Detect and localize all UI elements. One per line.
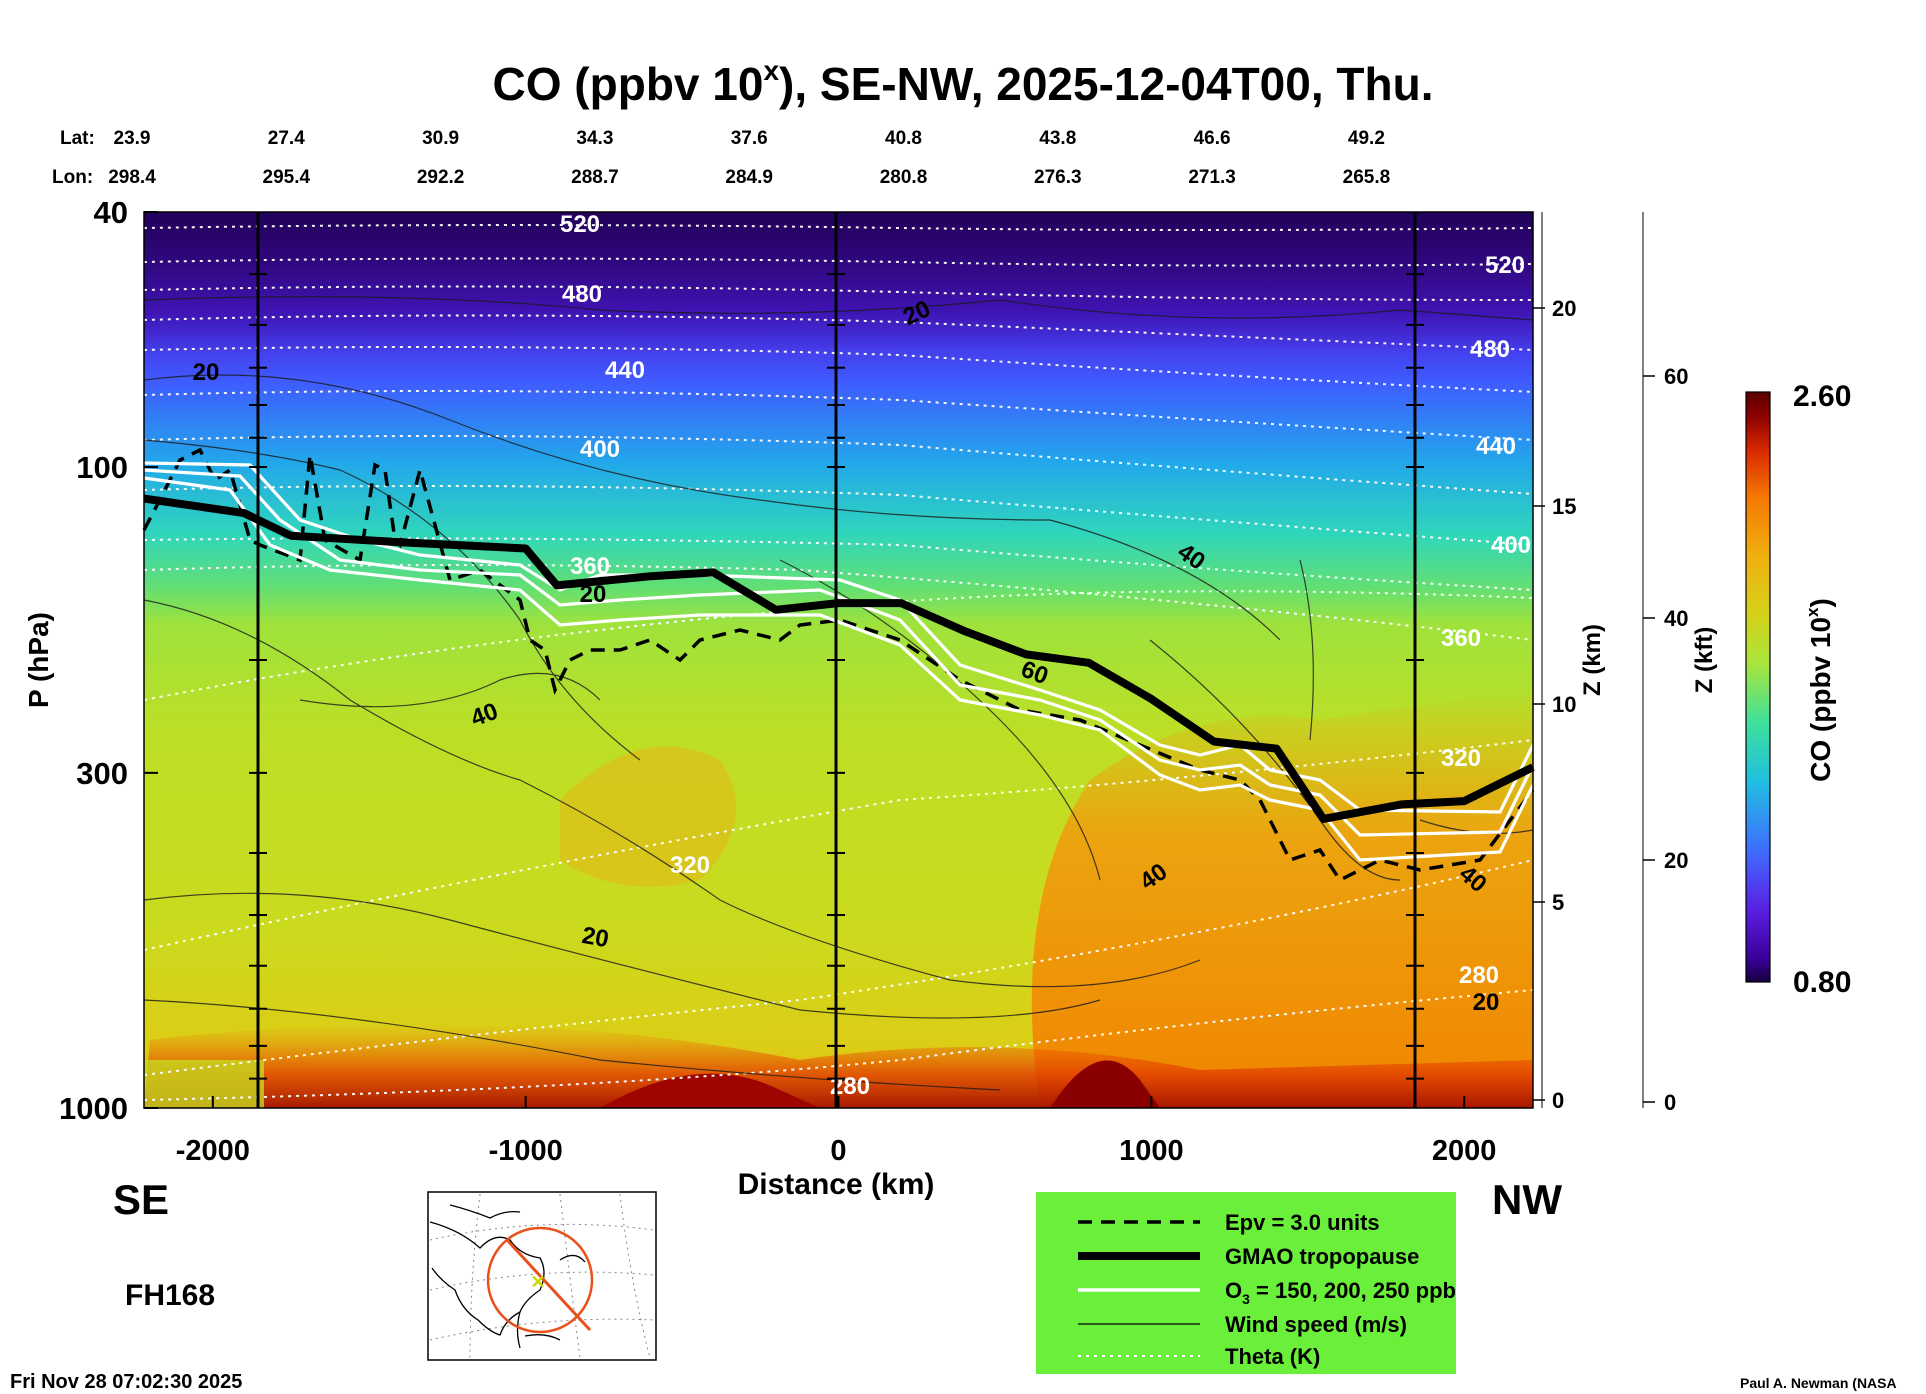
theta-contour-label: 520 — [1485, 252, 1525, 279]
y-tick-label: 100 — [76, 450, 128, 485]
z-kft-tick-label: 20 — [1664, 848, 1688, 873]
lat-value: 27.4 — [268, 128, 305, 149]
z-kft-tick-label: 40 — [1664, 606, 1688, 631]
lon-value: 288.7 — [571, 167, 619, 188]
lon-value: 265.8 — [1343, 167, 1391, 188]
inset-map: ✕ — [427, 1191, 657, 1361]
se-direction-label: SE — [113, 1176, 169, 1223]
forecast-hour-label: FH168 — [125, 1279, 215, 1312]
profile-lines — [249, 212, 1424, 1108]
nw-direction-label: NW — [1492, 1176, 1562, 1223]
z-km-tick-label: 20 — [1552, 296, 1576, 321]
y-axis-label: P (hPa) — [23, 612, 54, 708]
x-tick-label: 2000 — [1432, 1135, 1497, 1167]
lon-value: 271.3 — [1188, 167, 1236, 188]
theta-contour-label: 280 — [1459, 962, 1499, 989]
lon-value: 280.8 — [880, 167, 928, 188]
theta-contour-label: 440 — [1476, 433, 1516, 460]
lat-value: 34.3 — [576, 128, 613, 149]
map-transect-line — [505, 1238, 592, 1332]
y-tick-label: 1000 — [59, 1091, 128, 1126]
theta-contour-label: 320 — [1441, 745, 1481, 772]
lat-value: 43.8 — [1039, 128, 1076, 149]
y-axis: 40 100 300 1000 — [59, 195, 158, 1126]
lat-value: 40.8 — [885, 128, 922, 149]
z-kft-tick-label: 60 — [1664, 364, 1688, 389]
x-axis-label: Distance (km) — [738, 1168, 935, 1201]
lat-value: 49.2 — [1348, 128, 1385, 149]
lat-row-label: Lat: — [60, 128, 95, 149]
colorbar — [1745, 391, 1771, 983]
z-km-tick-label: 5 — [1552, 890, 1564, 915]
colorbar-min-label: 0.80 — [1793, 966, 1851, 999]
y-tick-label: 40 — [94, 195, 128, 230]
colorbar-max-label: 2.60 — [1793, 380, 1851, 413]
y-tick-label: 300 — [76, 756, 128, 791]
chart-title: CO (ppbv 10x), SE-NW, 2025-12-04T00, Thu… — [493, 55, 1434, 110]
lon-value: 292.2 — [417, 167, 465, 188]
lon-value: 276.3 — [1034, 167, 1082, 188]
x-tick-label: 1000 — [1119, 1135, 1184, 1167]
legend-ozone-label: O3 = 150, 200, 250 ppb — [1225, 1278, 1456, 1307]
z-kft-axis: 0 20 40 60 — [1642, 212, 1688, 1115]
theta-contour-label: 480 — [1470, 336, 1510, 363]
theta-contours — [144, 224, 1533, 1101]
colorbar-axis-label: CO (ppbv 10x) — [1803, 598, 1836, 782]
credit: Paul A. Newman (NASA — [1740, 1375, 1897, 1391]
chart-title-superscript: x — [763, 55, 779, 86]
map-range-circle — [486, 1226, 594, 1334]
theta-contour-label: 360 — [1441, 625, 1481, 652]
lon-value: 284.9 — [725, 167, 773, 188]
wind-contour-label: 20 — [580, 922, 611, 953]
x-axis: -2000 -1000 0 1000 2000 — [176, 1096, 1497, 1167]
theta-contour-label: 320 — [670, 852, 710, 879]
wind-contour-label: 20 — [1473, 989, 1500, 1016]
lon-values: 298.4 295.4 292.2 288.7 284.9 280.8 276.3 271.3… — [108, 167, 1390, 188]
co-heatmap — [144, 212, 1533, 1108]
map-center-marker: ✕ — [530, 1272, 545, 1292]
lat-values: 23.9 27.4 30.9 34.3 37.6 40.8 43.8 46.6 49.2 — [114, 128, 1385, 149]
lat-value: 37.6 — [731, 128, 768, 149]
wind-contour-label: 20 — [580, 581, 607, 608]
z-km-axis-label: Z (km) — [1579, 624, 1606, 696]
z-km-axis: 0 5 10 15 20 — [1533, 212, 1576, 1113]
legend-epv-label: Epv = 3.0 units — [1225, 1210, 1380, 1235]
z-km-tick-label: 0 — [1552, 1088, 1564, 1113]
epv-line — [142, 447, 1535, 883]
theta-contour-label: 520 — [560, 211, 600, 238]
theta-contour-label: 360 — [570, 553, 610, 580]
map-coastlines — [429, 1204, 586, 1349]
x-tick-label: -2000 — [176, 1135, 250, 1167]
x-tick-label: 0 — [830, 1135, 846, 1167]
wind-speed-contours — [144, 296, 1533, 1091]
z-km-tick-label: 10 — [1552, 692, 1576, 717]
timestamp: Fri Nov 28 07:02:30 2025 — [10, 1371, 242, 1393]
x-tick-label: -1000 — [489, 1135, 563, 1167]
z-km-tick-label: 15 — [1552, 494, 1576, 519]
lat-value: 23.9 — [114, 128, 151, 149]
wind-contour-label: 20 — [193, 359, 220, 386]
lat-value: 30.9 — [422, 128, 459, 149]
theta-contour-label: 480 — [562, 281, 602, 308]
theta-contour-label: 440 — [605, 357, 645, 384]
legend-tropopause-label: GMAO tropopause — [1225, 1244, 1419, 1269]
theta-contour-label: 400 — [1491, 532, 1531, 559]
legend-wind-label: Wind speed (m/s) — [1225, 1312, 1407, 1337]
lon-value: 295.4 — [263, 167, 311, 188]
lat-value: 46.6 — [1194, 128, 1231, 149]
legend: Epv = 3.0 units GMAO tropopause O3 = 150… — [1036, 1192, 1456, 1374]
theta-contour-label: 400 — [580, 436, 620, 463]
legend-theta-label: Theta (K) — [1225, 1344, 1320, 1369]
z-kft-tick-label: 0 — [1664, 1090, 1676, 1115]
lon-row-label: Lon: — [52, 167, 93, 188]
tropopause-line — [143, 494, 1535, 823]
z-kft-axis-label: Z (kft) — [1691, 627, 1718, 694]
lon-value: 298.4 — [108, 167, 156, 188]
